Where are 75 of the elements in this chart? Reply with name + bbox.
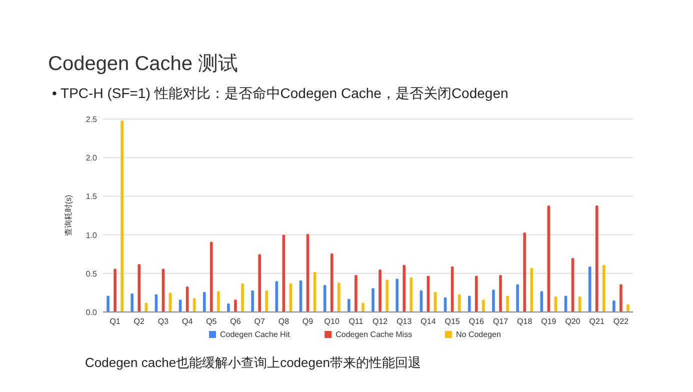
bar xyxy=(114,268,116,312)
bar xyxy=(192,298,196,312)
bar xyxy=(620,284,622,312)
bar xyxy=(337,282,340,312)
x-tick-label: Q9 xyxy=(302,317,314,326)
legend-label: Codegen Cache Miss xyxy=(336,330,412,339)
x-tick-label: Q6 xyxy=(230,317,242,326)
bar xyxy=(330,253,334,312)
x-tick-label: Q10 xyxy=(324,317,340,326)
bar xyxy=(106,296,110,312)
bar xyxy=(372,288,374,312)
bar xyxy=(354,274,358,312)
x-tick-label: Q13 xyxy=(396,317,412,326)
bar xyxy=(530,268,534,312)
bar xyxy=(386,280,388,312)
y-tick-label: 2.5 xyxy=(86,115,98,124)
y-tick-label: 0.0 xyxy=(86,308,98,317)
bar xyxy=(482,300,485,312)
legend-label: No Codegen xyxy=(456,330,501,339)
x-tick-label: Q3 xyxy=(158,317,170,326)
bar xyxy=(626,304,630,312)
y-tick-label: 0.5 xyxy=(86,269,98,278)
x-tick-label: Q16 xyxy=(468,317,485,326)
bar xyxy=(402,264,406,312)
bar xyxy=(251,290,254,312)
x-tick-label: Q5 xyxy=(206,317,218,326)
bar xyxy=(516,284,519,312)
bar xyxy=(234,300,237,312)
bar xyxy=(120,120,124,312)
bar xyxy=(475,276,478,312)
bar xyxy=(217,291,220,312)
x-tick-label: Q7 xyxy=(254,317,266,326)
bar xyxy=(492,290,495,312)
bar xyxy=(468,296,471,312)
bar xyxy=(202,292,206,312)
x-tick-label: Q11 xyxy=(348,317,364,326)
text: Codegen cache也能缓解小查询上codegen带来的性能回退 xyxy=(85,355,421,370)
bar xyxy=(362,302,364,312)
x-tick-label: Q1 xyxy=(110,317,121,326)
x-tick-label: Q17 xyxy=(492,317,509,326)
bar xyxy=(210,242,213,312)
bar xyxy=(378,270,382,312)
x-tick-label: Q15 xyxy=(444,317,460,326)
x-tick-label: Q19 xyxy=(541,317,557,326)
bar xyxy=(595,205,598,312)
x-tick-label: Q12 xyxy=(372,317,388,326)
x-tick-label: Q21 xyxy=(589,317,605,326)
y-tick-label: 1.5 xyxy=(86,192,98,202)
bar xyxy=(523,232,526,312)
bar xyxy=(396,278,399,312)
x-tick-label: Q20 xyxy=(565,317,581,326)
y-tick-label: 2.0 xyxy=(86,154,98,163)
x-tick-label: Q2 xyxy=(134,317,146,326)
bar xyxy=(499,274,502,312)
legend-label: Codegen Cache Hit xyxy=(220,330,291,339)
bar xyxy=(130,293,134,312)
x-tick-label: Q14 xyxy=(420,317,436,326)
bar xyxy=(602,264,606,312)
bar xyxy=(265,290,268,312)
bar xyxy=(227,304,230,312)
x-tick-label: Q22 xyxy=(613,317,630,326)
y-axis-title: 查询耗时(s) xyxy=(64,194,73,236)
bar xyxy=(506,296,509,312)
bar xyxy=(138,264,141,312)
chart-subtitle: • TPC-H (SF=1) 性能对比：是否命中Codegen Cache，是否关闭Codegen xyxy=(52,85,508,101)
x-tick-label: Q8 xyxy=(278,317,290,326)
chart-title: Codegen Cache 测试 xyxy=(48,53,238,75)
bar xyxy=(458,294,461,312)
bar xyxy=(258,254,261,312)
x-tick-label: Q18 xyxy=(517,317,533,326)
bar xyxy=(241,283,244,312)
bar xyxy=(612,300,616,312)
x-tick-label: Q4 xyxy=(182,317,194,326)
y-tick-label: 1.0 xyxy=(86,230,98,240)
bar xyxy=(348,298,350,312)
